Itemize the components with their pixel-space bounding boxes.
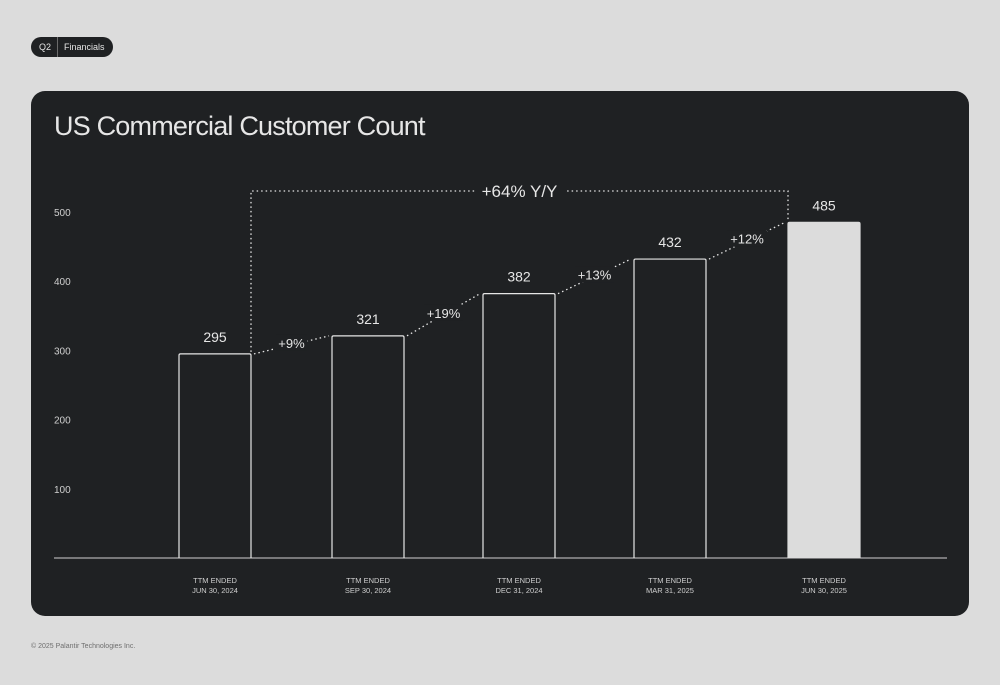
- bar-value-label: 432: [658, 234, 682, 250]
- y-tick-label: 500: [54, 208, 71, 219]
- x-tick-label: JUN 30, 2025: [801, 586, 847, 595]
- x-tick-label: TTM ENDED: [648, 576, 692, 585]
- y-tick-label: 200: [54, 416, 71, 427]
- growth-label-bg: [275, 334, 308, 351]
- bar: [178, 353, 252, 558]
- growth-connector: [253, 335, 330, 355]
- y-tick-label: 100: [54, 485, 71, 496]
- growth-connector: [406, 293, 481, 337]
- x-tick-label: MAR 31, 2025: [646, 586, 694, 595]
- growth-connector: [708, 221, 786, 260]
- bar: [331, 335, 405, 558]
- chart-title: US Commercial Customer Count: [54, 111, 426, 141]
- bar-value-label: 485: [812, 197, 836, 213]
- bar: [787, 221, 861, 558]
- x-tick-label: TTM ENDED: [193, 576, 237, 585]
- x-tick-label: SEP 30, 2024: [345, 586, 391, 595]
- bar: [482, 293, 556, 558]
- growth-label: +12%: [730, 232, 764, 247]
- x-tick-label: TTM ENDED: [346, 576, 390, 585]
- x-tick-label: TTM ENDED: [497, 576, 541, 585]
- y-tick-label: 400: [54, 277, 71, 288]
- growth-label: +19%: [427, 306, 461, 321]
- bar-value-label: 321: [356, 311, 380, 327]
- x-tick-label: TTM ENDED: [802, 576, 846, 585]
- bar-value-label: 295: [203, 329, 227, 345]
- section-tag: Q2 Financials: [31, 37, 113, 57]
- x-tick-label: DEC 31, 2024: [495, 586, 542, 595]
- yoy-label-bg: [474, 180, 565, 202]
- bar-value-label: 382: [507, 269, 531, 285]
- section-label: Financials: [64, 42, 105, 52]
- tag-divider: [57, 37, 59, 57]
- yoy-growth-label: +64% Y/Y: [482, 182, 558, 201]
- y-tick-label: 300: [54, 346, 71, 357]
- chart-card: US Commercial Customer Count 100 200 300 40…: [31, 91, 969, 616]
- copyright-text: © 2025 Palantir Technologies Inc.: [31, 643, 136, 650]
- x-tick-label: JUN 30, 2024: [192, 586, 238, 595]
- growth-label: +9%: [278, 336, 305, 351]
- growth-label: +13%: [578, 267, 612, 282]
- growth-label-bg: [727, 230, 767, 247]
- bar: [633, 258, 707, 558]
- growth-label-bg: [423, 304, 464, 321]
- quarter-label: Q2: [39, 42, 52, 52]
- growth-label-bg: [574, 266, 615, 283]
